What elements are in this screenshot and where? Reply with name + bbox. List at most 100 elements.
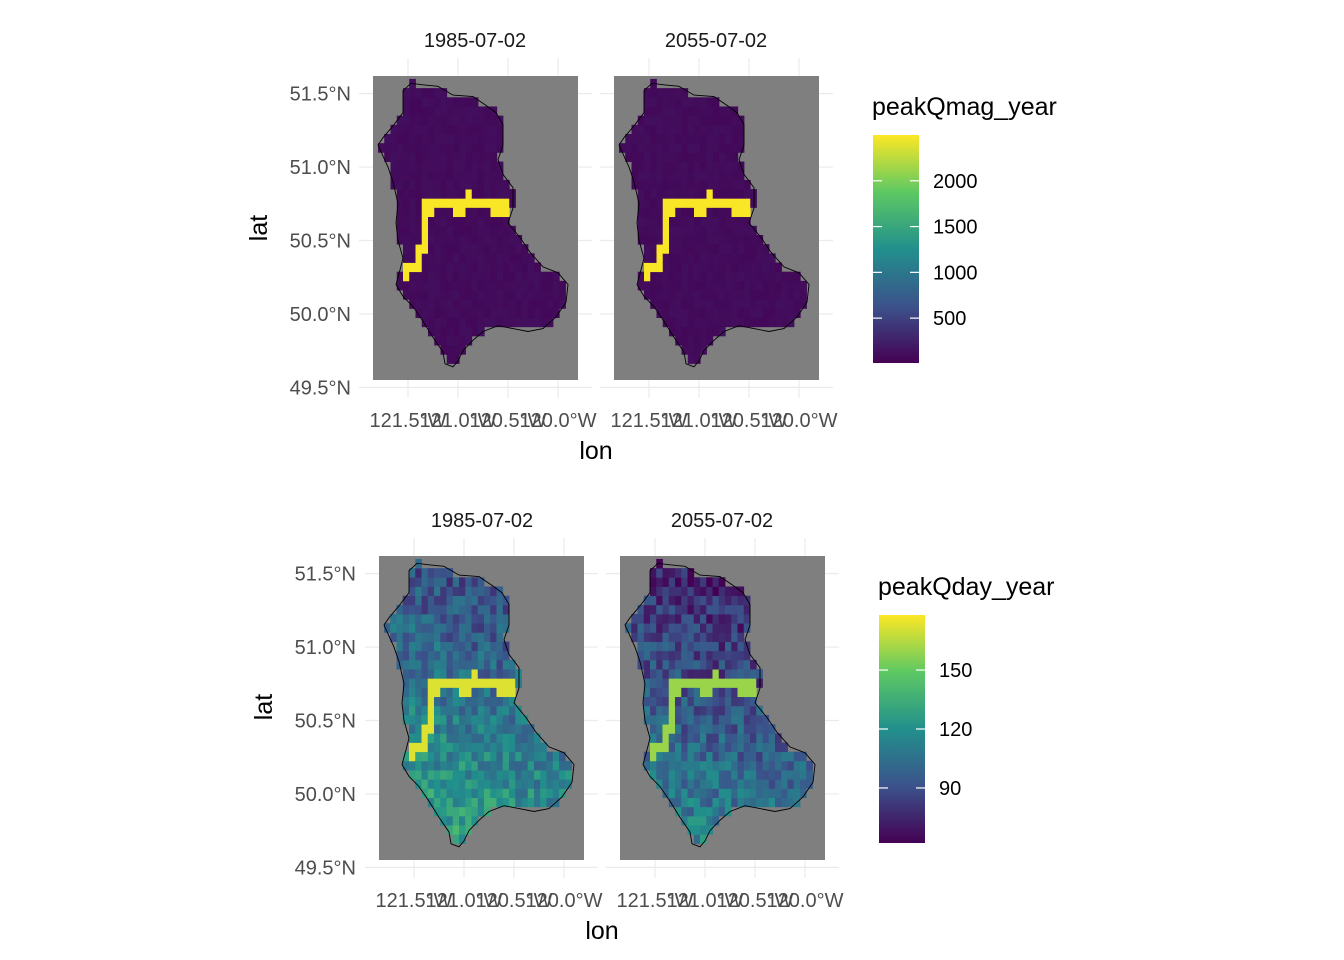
raster-cell [427,770,435,780]
raster-cell [706,106,714,117]
raster-cell [681,317,689,328]
raster-cell [650,760,657,771]
raster-cell [421,586,429,597]
raster-cell [719,216,726,227]
raster-cell [700,687,707,698]
raster-cell [694,225,701,236]
raster-cell [502,770,510,780]
raster-cell [787,751,795,762]
raster-cell [477,779,485,789]
raster-cell [540,280,548,291]
raster-cell [650,88,657,98]
raster-cell [434,234,441,245]
raster-cell [693,806,701,817]
raster-cell [459,659,466,670]
raster-cell [409,244,416,254]
y-tick-label: 50.5°N [290,230,351,252]
raster-cell [725,143,732,153]
raster-cell [656,115,664,126]
raster-cell [687,115,695,126]
raster-cell [415,614,422,624]
raster-cell [496,290,504,300]
raster-cell [681,595,688,606]
raster-cell [650,705,657,716]
raster-cell [471,189,479,199]
raster-cell [402,696,410,707]
raster-cell [484,788,491,798]
raster-cell [565,779,572,789]
raster-cell [769,280,776,291]
raster-cell [465,659,472,670]
raster-cell [656,189,664,199]
raster-cell [718,669,726,679]
raster-cell [521,244,529,254]
raster-cell [415,97,423,107]
raster-cell [681,207,689,218]
raster-cell [656,632,663,642]
y-tick-label: 51.5°N [290,84,351,106]
raster-cell [644,115,651,126]
raster-cell [534,770,541,780]
raster-cell [662,568,670,578]
raster-cell [534,751,541,762]
raster-cell [427,641,435,652]
raster-cell [737,134,745,144]
raster-cell [737,751,745,762]
raster-cell [794,308,801,318]
raster-cell [712,317,720,328]
raster-cell [731,632,738,642]
raster-cell [459,724,466,734]
raster-cell [471,216,479,227]
raster-cell [478,143,485,153]
raster-cell [446,179,454,190]
raster-cell [421,207,429,218]
raster-cell [440,568,447,578]
raster-cell [471,326,479,337]
raster-cell [490,678,497,688]
raster-cell [415,189,423,199]
raster-cell [700,577,707,587]
raster-cell [446,678,454,688]
raster-cell [434,742,441,753]
raster-cell [694,189,701,199]
raster-cell [452,577,460,587]
raster-cell [662,143,670,153]
raster-cell [750,779,757,789]
raster-cell [643,632,651,642]
raster-cell [668,669,676,679]
raster-cell [643,614,651,624]
raster-cell [477,595,485,606]
raster-cell [478,106,485,117]
raster-cell [546,280,554,291]
raster-cell [693,825,701,835]
raster-cell [681,760,688,771]
raster-cell [471,733,479,743]
raster-cell [744,262,751,273]
raster-cell [478,280,485,291]
raster-cell [465,198,473,208]
raster-cell [440,189,448,199]
raster-cell [806,770,813,780]
raster-cell [477,724,485,734]
raster-cell [440,253,448,263]
raster-cell [465,751,472,762]
raster-cell [434,124,441,135]
raster-cell [781,271,789,282]
raster-cell [440,815,447,826]
raster-cell [415,577,422,587]
raster-cell [681,335,689,346]
raster-cell [718,806,726,817]
raster-cell [440,134,448,144]
raster-cell [427,659,435,670]
raster-cell [693,678,701,688]
raster-cell [459,152,466,162]
legend-colorbar [873,135,919,363]
raster-cell [700,650,707,661]
raster-cell [725,650,732,661]
raster-cell [434,577,441,587]
raster-cell [693,742,701,753]
raster-cell [737,299,745,309]
raster-cell [656,262,664,273]
raster-cell [446,170,454,181]
raster-cell [434,335,441,346]
